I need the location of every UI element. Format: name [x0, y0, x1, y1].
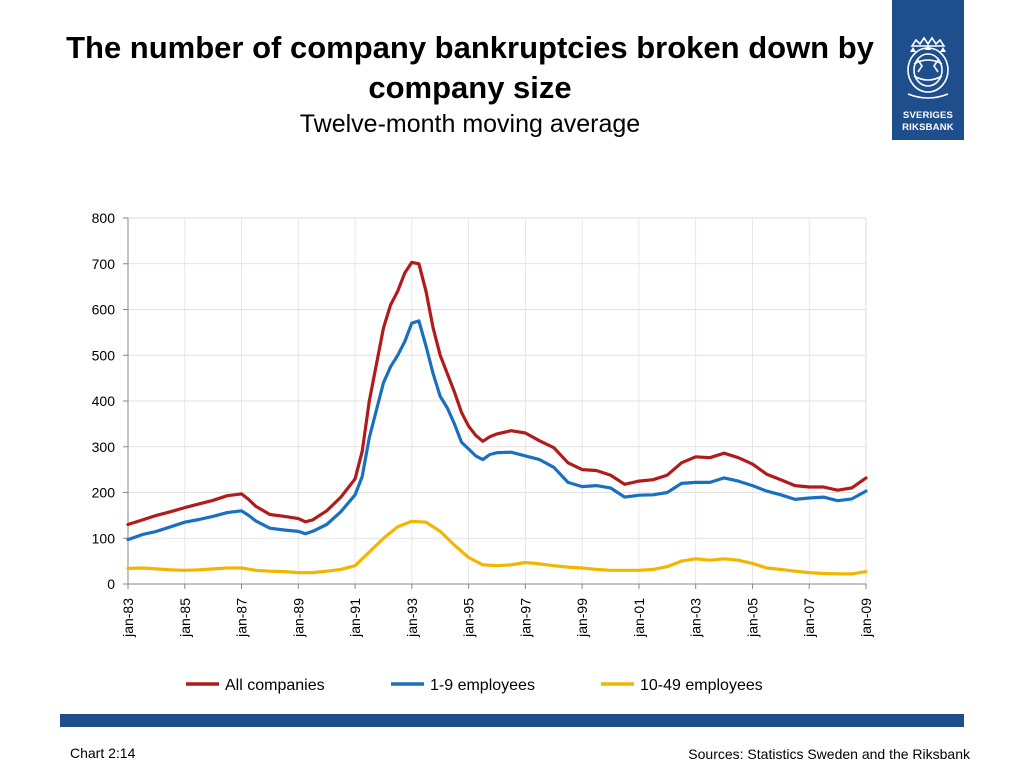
x-tick-label: jan-91: [347, 598, 363, 638]
y-tick-label: 100: [92, 530, 116, 546]
x-tick-label: jan-87: [234, 598, 250, 638]
y-tick-label: 600: [92, 302, 116, 318]
x-tick-label: jan-99: [574, 598, 590, 638]
x-tick-label: jan-89: [290, 598, 306, 638]
riksbank-emblem-icon: [907, 36, 949, 99]
series-line-1: [126, 319, 868, 542]
y-tick-label: 700: [92, 256, 116, 272]
logo-line-2: RIKSBANK: [902, 122, 954, 133]
series-lines: [126, 260, 868, 576]
legend-label: All companies: [225, 677, 325, 694]
y-tick-label: 500: [92, 347, 116, 363]
line-chart: 0 100 200 300 400 500 600 700 800 jan-83 jan-85 jan…: [92, 210, 874, 694]
riksbank-logo: SVERIGES RIKSBANK: [892, 0, 964, 140]
x-tick-label: jan-07: [801, 598, 817, 638]
x-tick-label: jan-95: [461, 598, 477, 638]
y-tick-label: 300: [92, 439, 116, 455]
legend: All companies 1-9 employees 10-49 employee…: [186, 677, 763, 694]
series-line-2: [126, 519, 868, 576]
x-tick-label: jan-09: [858, 598, 874, 638]
x-tick-label: jan-03: [688, 598, 704, 638]
axes: 0 100 200 300 400 500 600 700 800 jan-83 jan-85 jan…: [92, 210, 874, 638]
x-tick-label: jan-83: [120, 598, 136, 638]
footer-bar: [60, 714, 964, 727]
x-tick-label: jan-85: [177, 598, 193, 638]
y-tick-label: 800: [92, 210, 116, 226]
chart-title: The number of company bankruptcies broke…: [66, 30, 874, 105]
legend-label: 1-9 employees: [430, 677, 535, 694]
x-tick-label: jan-05: [744, 598, 760, 638]
sources-note: Sources: Statistics Sweden and the Riksb…: [688, 746, 970, 762]
x-tick-label: jan-01: [631, 598, 647, 638]
y-tick-label: 0: [107, 576, 115, 592]
y-tick-label: 200: [92, 485, 116, 501]
x-tick-label: jan-93: [404, 598, 420, 638]
x-tick-label: jan-97: [517, 598, 533, 638]
logo-line-1: SVERIGES: [902, 110, 954, 121]
gridlines: [128, 217, 867, 584]
series-line-0: [126, 260, 868, 527]
y-tick-label: 400: [92, 393, 116, 409]
chart-number: Chart 2:14: [70, 745, 136, 761]
legend-label: 10-49 employees: [640, 677, 763, 694]
chart-subtitle: Twelve-month moving average: [299, 110, 641, 138]
